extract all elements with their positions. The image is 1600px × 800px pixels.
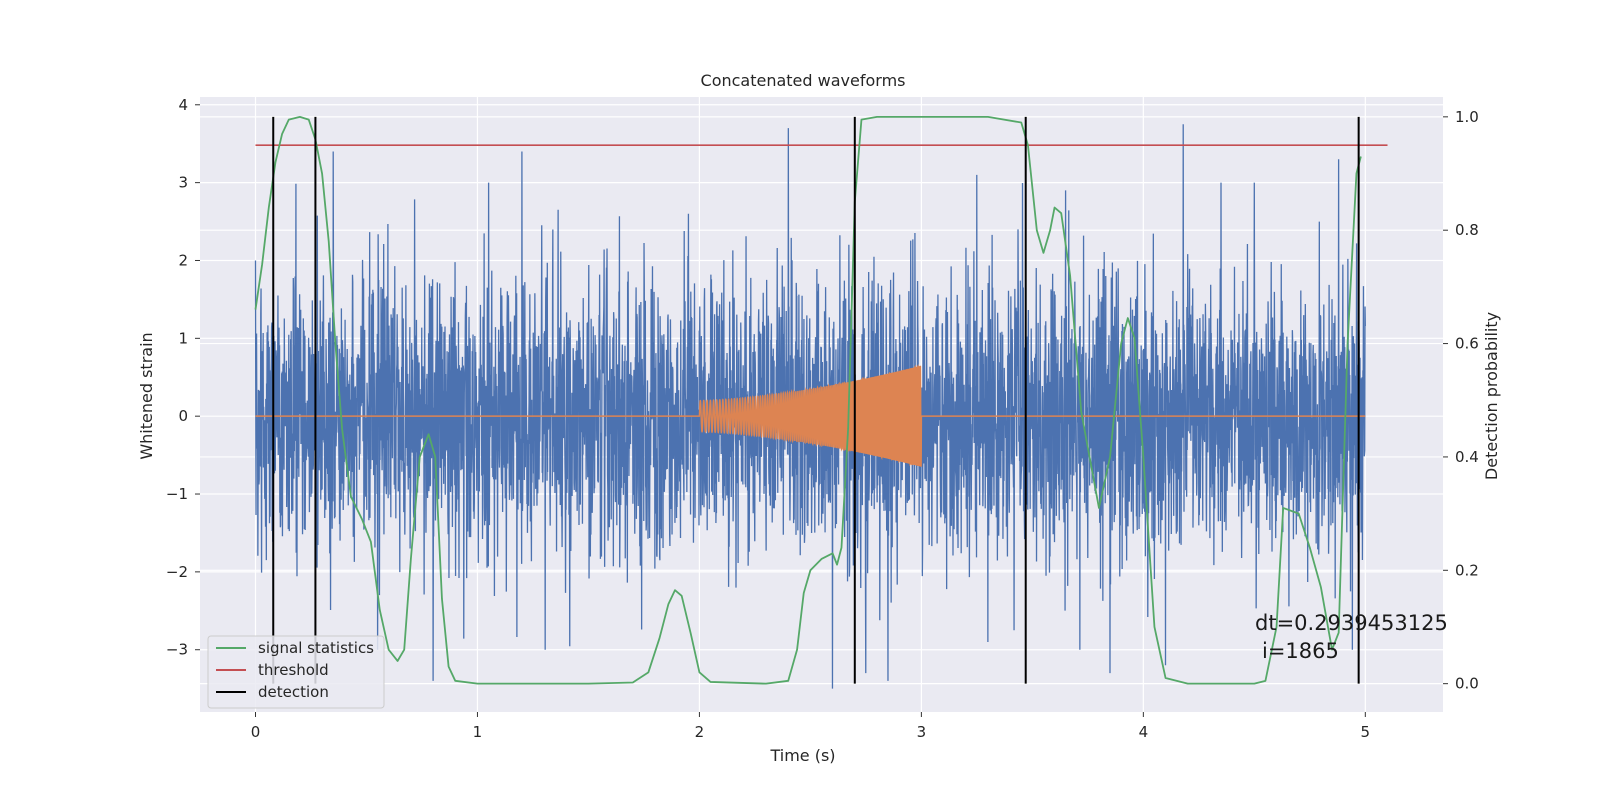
legend-label: signal statistics bbox=[258, 639, 374, 657]
y-tick-label: 1 bbox=[178, 329, 188, 347]
y-tick-label: −3 bbox=[166, 641, 188, 659]
x-tick-label: 2 bbox=[695, 723, 705, 741]
annotation-i: i=1865 bbox=[1262, 639, 1339, 663]
legend: signal statistics threshold detection bbox=[207, 635, 385, 709]
y-tick-label: 2 bbox=[178, 251, 188, 269]
y-tick-label: 4 bbox=[178, 96, 188, 114]
y2-tick-label: 0.0 bbox=[1455, 675, 1479, 693]
y2-tick-label: 1.0 bbox=[1455, 108, 1479, 126]
y-tick-label: −2 bbox=[166, 563, 188, 581]
x-tick-label: 3 bbox=[917, 723, 927, 741]
x-tick-label: 0 bbox=[251, 723, 261, 741]
legend-label: threshold bbox=[258, 661, 329, 679]
detection-series bbox=[272, 116, 1360, 684]
x-tick-label: 5 bbox=[1361, 723, 1371, 741]
y2-tick-label: 0.2 bbox=[1455, 561, 1479, 579]
chirp-series bbox=[255, 363, 1366, 467]
legend-item-threshold: threshold bbox=[216, 661, 329, 679]
legend-label: detection bbox=[258, 683, 329, 701]
y-tick-label: −1 bbox=[166, 485, 188, 503]
x-axis: 0 1 2 3 4 5 bbox=[251, 712, 1370, 741]
chirp-line bbox=[255, 363, 1366, 467]
y2-tick-label: 0.8 bbox=[1455, 221, 1479, 239]
chart-title: Concatenated waveforms bbox=[701, 71, 906, 90]
y2-tick-label: 0.6 bbox=[1455, 335, 1479, 353]
y-tick-label: 3 bbox=[178, 174, 188, 192]
y2-axis-label: Detection probability bbox=[1482, 312, 1501, 480]
x-tick-label: 1 bbox=[473, 723, 483, 741]
x-tick-label: 4 bbox=[1139, 723, 1149, 741]
annotation-dt: dt=0.2939453125 bbox=[1255, 611, 1448, 635]
signal-statistics-line bbox=[254, 115, 1362, 685]
y-axis-left: 4 3 2 1 0 −1 −2 −3 bbox=[166, 96, 200, 659]
signal-statistics-series bbox=[254, 115, 1362, 685]
legend-item-signal-statistics: signal statistics bbox=[216, 639, 374, 657]
x-axis-label: Time (s) bbox=[769, 746, 835, 765]
y-tick-label: 0 bbox=[178, 407, 188, 425]
legend-box bbox=[207, 635, 385, 709]
y2-tick-label: 0.4 bbox=[1455, 448, 1479, 466]
legend-item-detection: detection bbox=[216, 683, 329, 701]
y-axis-right: 1.0 0.8 0.6 0.4 0.2 0.0 bbox=[1443, 108, 1479, 693]
y-axis-label: Whitened strain bbox=[137, 332, 156, 459]
